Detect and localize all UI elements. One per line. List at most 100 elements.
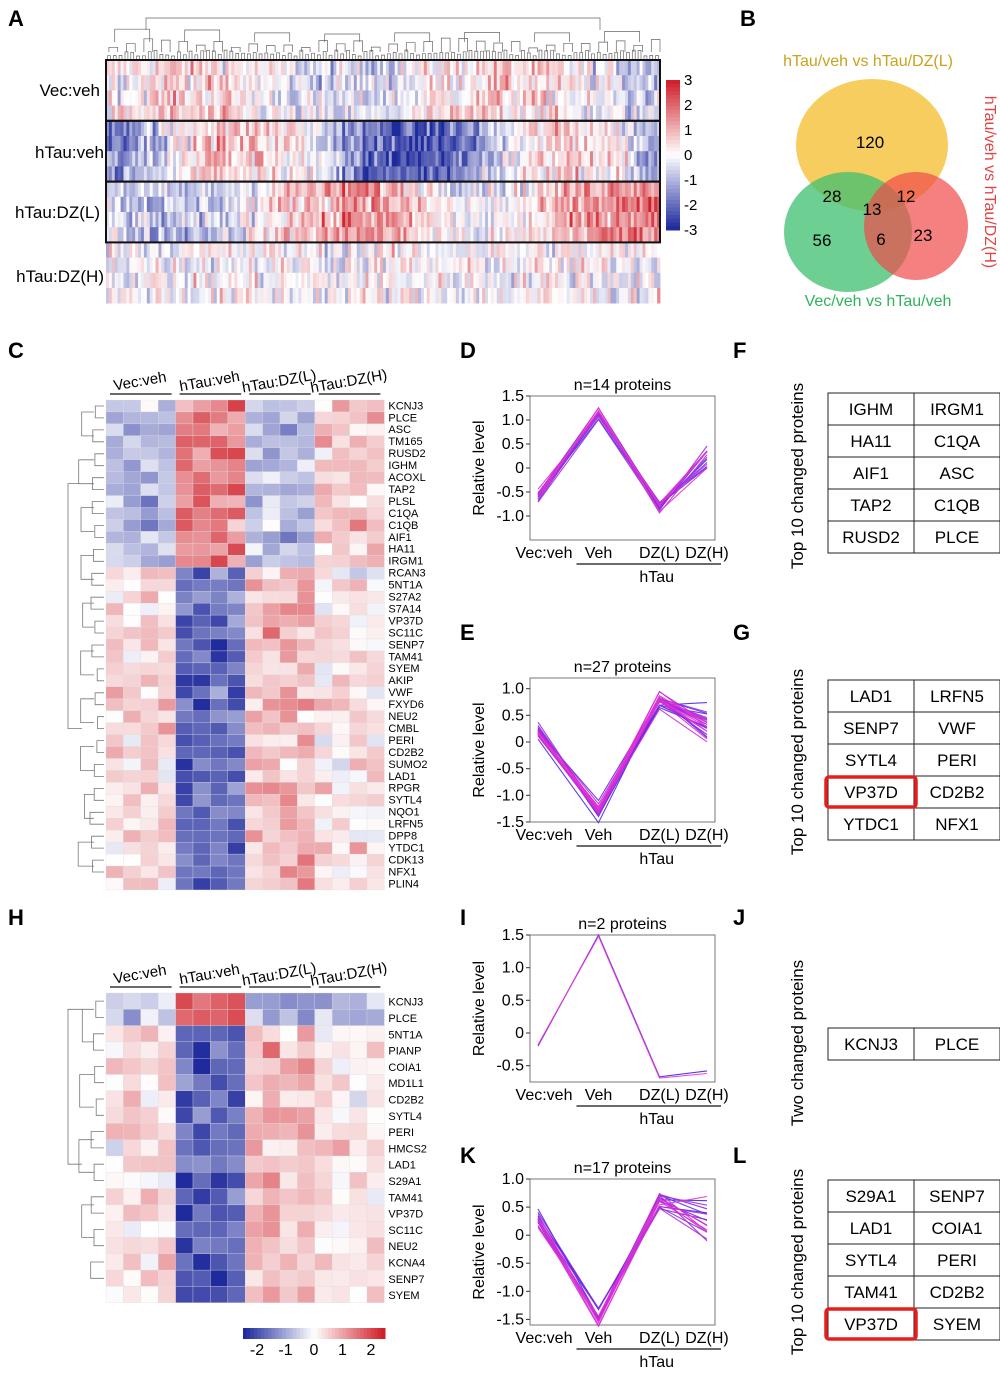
heatmap-cell xyxy=(336,196,340,213)
heatmap-cell xyxy=(175,1123,194,1140)
heatmap-cell xyxy=(525,227,530,243)
heatmap-cell xyxy=(423,196,428,213)
heatmap-cell xyxy=(105,662,124,676)
heatmap-cell xyxy=(514,90,518,106)
heatmap-cell xyxy=(496,60,501,76)
heatmap-cell xyxy=(622,212,626,228)
heatmap-cell xyxy=(248,90,253,106)
heatmap-cell xyxy=(371,288,375,304)
heatmap-cell xyxy=(193,181,197,198)
heatmap-cell xyxy=(651,242,655,258)
heatmap-cell xyxy=(476,181,480,198)
heatmap-cell xyxy=(420,212,425,228)
heatmap-cell xyxy=(598,136,603,152)
heatmap-cell xyxy=(262,1155,281,1173)
heatmap-cell xyxy=(447,272,451,289)
heatmap-cell xyxy=(262,1025,281,1043)
heatmap-cell xyxy=(210,662,228,676)
heatmap-cell xyxy=(208,257,212,274)
heatmap-cell xyxy=(353,151,358,167)
heatmap-cell xyxy=(123,1269,141,1287)
heatmap-cell xyxy=(546,242,550,258)
heatmap-cell xyxy=(158,531,176,544)
heatmap-cell xyxy=(368,151,372,167)
heatmap-cell xyxy=(633,166,638,182)
heatmap-cell xyxy=(627,257,632,274)
heatmap-cell xyxy=(192,734,211,747)
heatmap-cell xyxy=(105,794,124,807)
heatmap-cell xyxy=(350,272,355,289)
heatmap-cell xyxy=(298,136,302,152)
colorbar-step xyxy=(257,1328,262,1339)
heatmap-cell xyxy=(120,151,124,167)
heatmap-cell xyxy=(391,60,396,76)
heatmap-cell xyxy=(158,1253,176,1271)
heatmap-cell xyxy=(441,120,445,137)
y-tick-label: 1.0 xyxy=(502,681,524,698)
heatmap-cell xyxy=(391,181,396,198)
heatmap-cell xyxy=(192,1090,211,1108)
heatmap-cell xyxy=(566,257,571,274)
heatmap-cell xyxy=(199,242,203,258)
heatmap-cell xyxy=(578,272,582,289)
heatmap-cell xyxy=(645,60,649,76)
heatmap-cell xyxy=(639,90,643,106)
heatmap-cell xyxy=(297,1009,315,1026)
heatmap-cell xyxy=(607,90,611,106)
heatmap-cell xyxy=(278,272,282,289)
heatmap-cell xyxy=(415,120,419,137)
heatmap-cell xyxy=(210,196,215,213)
heatmap-cell xyxy=(388,196,393,213)
heatmap-cell xyxy=(525,242,530,258)
heatmap-cell xyxy=(210,423,228,436)
heatmap-cell xyxy=(227,603,246,616)
heatmap-cell xyxy=(114,120,119,137)
heatmap-cell xyxy=(216,105,221,122)
heatmap-cell xyxy=(279,1286,298,1303)
heatmap-cell xyxy=(406,288,410,304)
heatmap-cell xyxy=(192,519,211,532)
heatmap-cell xyxy=(540,75,544,91)
heatmap-cell xyxy=(199,288,203,304)
table-cell-text: S29A1 xyxy=(845,1187,896,1206)
gene-label: TAM41 xyxy=(388,1192,423,1204)
heatmap-cell xyxy=(479,196,483,213)
heatmap-cell xyxy=(132,227,136,243)
heatmap-cell xyxy=(175,60,180,76)
gene-label: SYTL4 xyxy=(388,1111,422,1123)
heatmap-cell xyxy=(245,495,263,508)
heatmap-cell xyxy=(297,865,315,879)
heatmap-cell xyxy=(587,288,591,304)
heatmap-cell xyxy=(339,227,343,243)
heatmap-cell xyxy=(654,75,658,91)
heatmap-cell xyxy=(135,90,139,106)
heatmap-cell xyxy=(262,447,281,460)
heatmap-cell xyxy=(499,196,503,213)
heatmap-cell xyxy=(123,1009,141,1026)
heatmap-cell xyxy=(607,151,611,167)
heatmap-cell xyxy=(279,865,298,879)
heatmap-cell xyxy=(333,120,337,137)
heatmap-cell xyxy=(464,151,468,167)
heatmap-cell xyxy=(563,105,568,122)
heatmap-cell xyxy=(123,399,141,413)
heatmap-cell xyxy=(383,196,387,213)
heatmap-cell xyxy=(563,288,568,304)
heatmap-cell xyxy=(304,181,308,198)
heatmap-cell xyxy=(332,722,350,735)
heatmap-cell xyxy=(123,710,141,723)
colorbar-step xyxy=(666,173,680,178)
heatmap-cell xyxy=(625,242,629,258)
heatmap-cell xyxy=(146,288,151,304)
heatmap-cell xyxy=(349,770,368,783)
heatmap-cell xyxy=(531,212,536,228)
heatmap-cell xyxy=(339,212,343,228)
heatmap-cell xyxy=(531,272,536,289)
heatmap-cell xyxy=(522,181,527,198)
heatmap-cell xyxy=(106,75,110,91)
heatmap-cell xyxy=(630,227,635,243)
heatmap-cell xyxy=(409,151,413,167)
heatmap-cell xyxy=(314,543,333,556)
heatmap-cell xyxy=(366,626,385,640)
